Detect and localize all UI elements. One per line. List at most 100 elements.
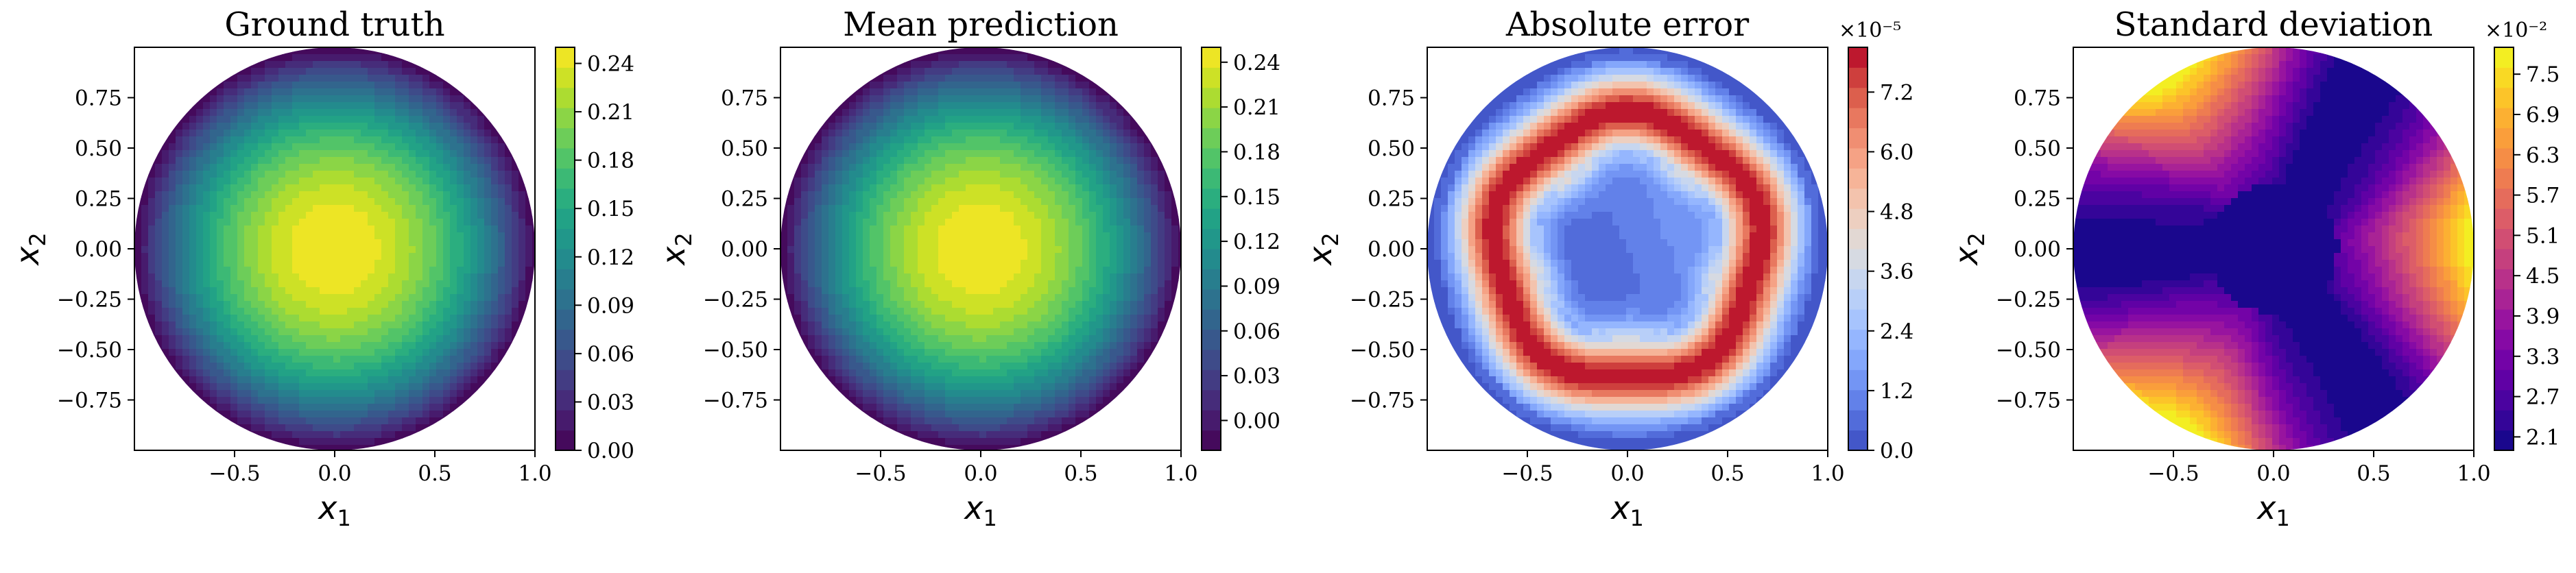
colorbar-tick-label: 0.24 (587, 52, 634, 77)
colorbar-tick-label: 2.1 (2526, 425, 2560, 450)
colorbar-segment (2494, 249, 2514, 269)
colorbar-segment (556, 127, 575, 149)
y-axis-label: x2 (1302, 232, 1344, 267)
y-tick-label: 0.00 (1368, 237, 1415, 262)
y-axis-label: x2 (1948, 232, 1990, 267)
colorbar-segment (1848, 148, 1868, 169)
colorbar-segment (556, 249, 575, 269)
contour-field (2073, 47, 2474, 450)
contour-field (780, 47, 1181, 450)
colorbar-segment (556, 269, 575, 290)
colorbar-segment (2494, 67, 2514, 88)
colorbar-segment (1202, 148, 1221, 169)
y-tick-label: −0.25 (703, 288, 768, 313)
colorbar-segment (2494, 289, 2514, 310)
y-tick-label: −0.75 (1350, 389, 1415, 413)
y-tick-label: 0.00 (2014, 237, 2061, 262)
x-tick-label: 1.0 (1164, 461, 1197, 486)
colorbar-segment (1202, 430, 1221, 451)
colorbar-segment (556, 87, 575, 108)
colorbar-segment (556, 430, 575, 451)
colorbar-segment (1848, 309, 1868, 330)
colorbar-segment (1202, 350, 1221, 370)
colorbar-segment (1202, 249, 1221, 269)
colorbar-tick-label: 0.18 (1233, 140, 1280, 164)
colorbar-segment (2494, 188, 2514, 209)
y-tick-label: 0.00 (721, 237, 768, 262)
colorbar-segment (1202, 228, 1221, 249)
x-tick-label: 0.5 (1064, 461, 1097, 486)
colorbar-tick-label: 3.6 (1880, 260, 1913, 284)
colorbar-segment (556, 208, 575, 230)
x-tick-label: 1.0 (1811, 461, 1844, 486)
colorbar-segment (556, 228, 575, 249)
subplot-2: Mean prediction −0.5 0.0 0.5 1.0 0.75 0.50 0.25… (655, 5, 1280, 531)
colorbar-tick-label: 0.21 (587, 100, 634, 125)
colorbar-segment (1202, 289, 1221, 310)
colorbar-tick-label: 0.15 (587, 197, 634, 221)
y-tick-label: 0.25 (2014, 187, 2061, 212)
colorbar-segment (1848, 108, 1868, 129)
colorbar-tick-label: 4.8 (1880, 200, 1913, 225)
subplot-title: Standard deviation (2114, 5, 2433, 44)
colorbar-tick-label: 0.12 (1233, 230, 1280, 254)
subplot-title: Ground truth (224, 5, 444, 44)
colorbar-segment (2494, 389, 2514, 411)
colorbar-tick-label: 2.4 (1880, 319, 1913, 344)
colorbar-segment (556, 289, 575, 310)
x-tick-label: −0.5 (1501, 461, 1553, 486)
y-tick-label: −0.50 (1996, 338, 2061, 363)
colorbar-segment (1848, 87, 1868, 108)
y-tick-label: 0.75 (1368, 86, 1415, 111)
colorbar-multiplier: ×10⁻² (2485, 19, 2547, 42)
colorbar-tick-label: 7.2 (1880, 80, 1913, 105)
colorbar-tick-label: 1.2 (1880, 379, 1913, 404)
y-tick-label: −0.75 (1996, 389, 2061, 413)
contour-field (1427, 47, 1828, 450)
colorbar-segment (2494, 47, 2514, 68)
colorbar-segment (1202, 410, 1221, 431)
y-axis-label: x2 (9, 232, 51, 267)
colorbar-multiplier: ×10⁻⁵ (1839, 19, 1901, 42)
colorbar-segment (2494, 369, 2514, 391)
y-tick-label: −0.50 (57, 338, 122, 363)
y-tick-label: 0.75 (2014, 86, 2061, 111)
colorbar-segment (1848, 47, 1868, 68)
colorbar-segment (556, 369, 575, 391)
x-tick-label: 1.0 (518, 461, 551, 486)
colorbar-segment (1848, 67, 1868, 88)
colorbar-segment (556, 188, 575, 209)
y-tick-label: 0.50 (1368, 136, 1415, 161)
colorbar-segment (1848, 249, 1868, 269)
colorbar-segment (1848, 208, 1868, 230)
colorbar-frame (555, 47, 575, 451)
colorbar: 0.00 0.03 0.06 0.09 0.12 0.15 0.18 0.21 0.24 (1201, 47, 1280, 451)
colorbar-segment (1202, 329, 1221, 350)
x-tick-label: 1.0 (2457, 461, 2490, 486)
colorbar-segment (1848, 410, 1868, 431)
x-tick-label: 0.5 (1710, 461, 1744, 486)
colorbar-segment (556, 410, 575, 431)
x-tick-label: 0.0 (964, 461, 997, 486)
colorbar-segment (2494, 127, 2514, 149)
y-tick-label: 0.75 (721, 86, 768, 111)
colorbar-segment (2494, 228, 2514, 249)
colorbar-segment (1848, 269, 1868, 290)
colorbar-segment (1202, 188, 1221, 209)
colorbar-tick-label: 3.3 (2526, 345, 2560, 369)
colorbar-segment (2494, 430, 2514, 451)
colorbar-segment (1848, 430, 1868, 451)
colorbar-tick-label: 0.03 (1233, 364, 1280, 389)
colorbar-tick-label: 0.00 (1233, 409, 1280, 433)
y-tick-label: −0.25 (1350, 288, 1415, 313)
colorbar-frame (1848, 47, 1868, 451)
y-tick-label: −0.75 (703, 389, 768, 413)
colorbar-tick-label: 2.7 (2526, 385, 2560, 410)
y-tick-label: 0.50 (2014, 136, 2061, 161)
colorbar-tick-label: 0.09 (587, 293, 634, 318)
x-tick-label: 0.5 (2357, 461, 2390, 486)
colorbar-segment (1848, 188, 1868, 209)
y-tick-label: 0.25 (1368, 187, 1415, 212)
x-tick-label: 0.0 (1610, 461, 1644, 486)
